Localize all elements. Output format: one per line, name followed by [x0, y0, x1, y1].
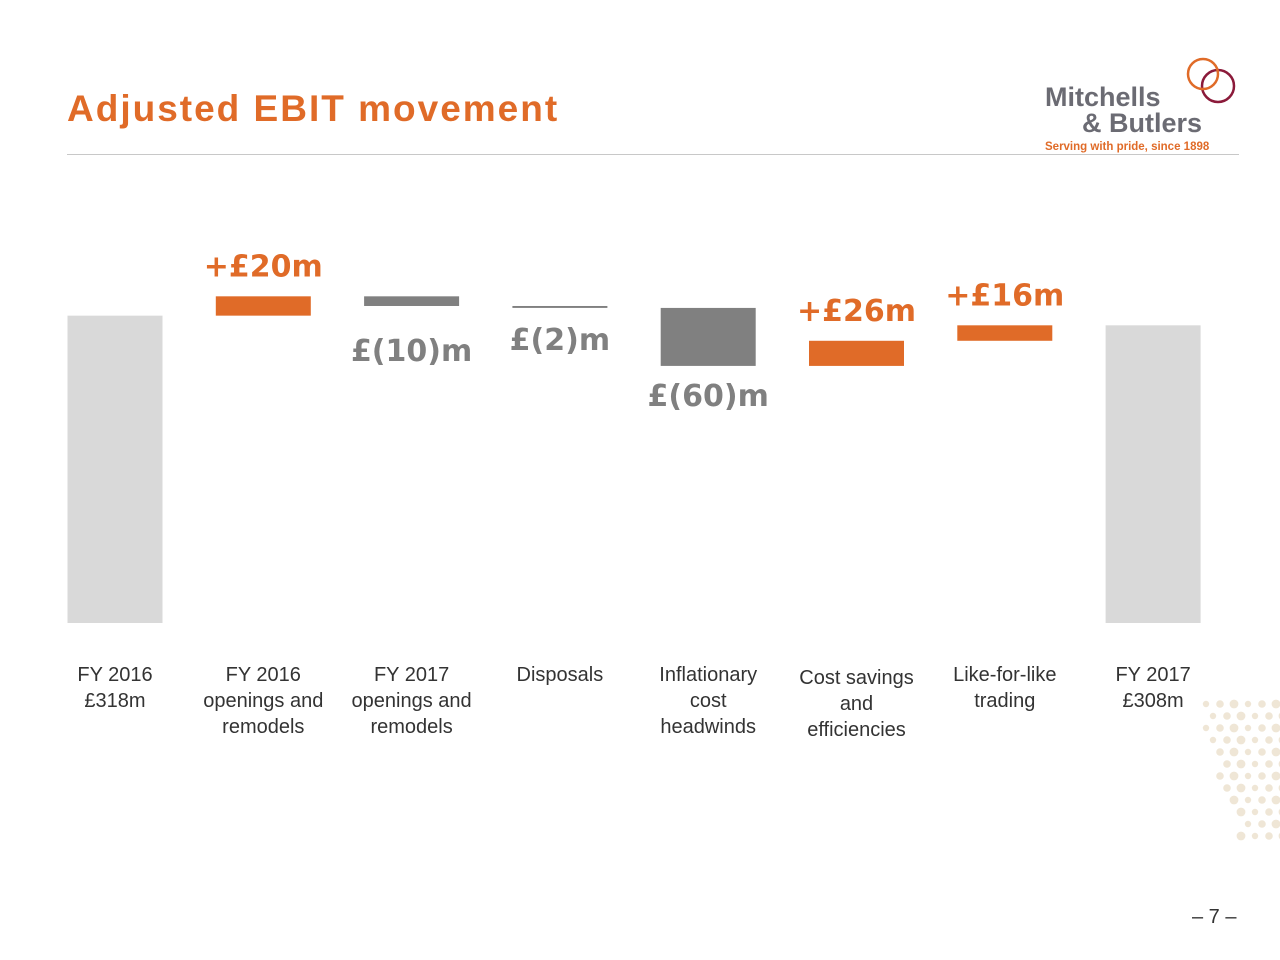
decorative-dot	[1251, 712, 1259, 720]
decorative-dot	[1251, 808, 1259, 816]
decorative-dot	[1258, 748, 1266, 756]
decorative-dot	[1229, 723, 1239, 733]
bar-8	[1105, 325, 1201, 623]
decorative-dot	[1202, 700, 1210, 708]
decorative-dot	[1236, 711, 1246, 721]
decorative-dot	[1236, 759, 1246, 769]
decorative-dot	[1244, 748, 1252, 756]
decorative-dot	[1258, 820, 1266, 828]
decorative-dot	[1265, 736, 1273, 744]
category-label-2: FY 2016 openings and remodels	[203, 664, 323, 738]
decorative-dot	[1258, 724, 1266, 732]
decorative-dot	[1216, 724, 1224, 732]
category-label-4: Disposals	[517, 664, 604, 686]
category-label-8: FY 2017 £308m	[1115, 664, 1190, 712]
category-label-6: Cost savings and efficiencies	[799, 667, 914, 741]
bar-3	[364, 296, 460, 306]
category-label-3: FY 2017 openings and remodels	[352, 664, 472, 738]
logo-line-2: & Butlers	[1082, 108, 1202, 138]
decorative-dot	[1236, 735, 1246, 745]
logo-rings-icon	[1186, 57, 1236, 104]
decorative-dot	[1251, 832, 1259, 840]
logo-tagline: Serving with pride, since 1898	[1045, 141, 1210, 153]
decorative-dot	[1244, 700, 1252, 708]
slide-title: Adjusted EBIT movement	[67, 88, 560, 129]
decorative-dot	[1209, 712, 1217, 720]
decorative-dot	[1223, 736, 1231, 744]
decorative-dot	[1258, 700, 1266, 708]
decorative-dot	[1258, 796, 1266, 804]
bar-5	[660, 307, 756, 366]
decorative-dot	[1216, 748, 1224, 756]
decorative-dot	[1229, 795, 1239, 805]
decorative-dot	[1223, 784, 1231, 792]
decorative-dot	[1265, 784, 1273, 792]
decorative-dot	[1236, 783, 1246, 793]
decorative-dot	[1229, 747, 1239, 757]
bar-value-label-3: £(10)m	[351, 334, 472, 369]
bar-1	[67, 315, 163, 623]
decorative-dot	[1271, 699, 1280, 709]
category-label-1: FY 2016 £318m	[77, 664, 152, 712]
bar-7	[957, 325, 1053, 341]
company-logo: Mitchells & Butlers Serving with pride, …	[1045, 57, 1236, 153]
decorative-dot-pattern	[1202, 699, 1280, 841]
title-divider	[67, 154, 1239, 155]
bar-value-label-5: £(60)m	[648, 379, 769, 414]
decorative-dot	[1258, 772, 1266, 780]
decorative-dot	[1271, 819, 1280, 829]
decorative-dot	[1209, 736, 1217, 744]
category-label-5: Inflationary cost headwinds	[659, 664, 757, 738]
decorative-dot	[1223, 712, 1231, 720]
category-label-7: Like-for-like trading	[953, 664, 1056, 712]
bar-6	[809, 340, 904, 366]
decorative-dot	[1216, 700, 1224, 708]
decorative-dot	[1236, 807, 1246, 817]
bar-4	[512, 305, 608, 308]
decorative-dot	[1265, 832, 1273, 840]
logo-line-1: Mitchells	[1045, 82, 1161, 112]
decorative-dot	[1244, 772, 1252, 780]
decorative-dot	[1271, 795, 1280, 805]
decorative-dot	[1265, 712, 1273, 720]
decorative-dot	[1251, 760, 1259, 768]
bar-value-label-6: +£26m	[797, 294, 916, 329]
decorative-dot	[1216, 772, 1224, 780]
decorative-dot	[1271, 747, 1280, 757]
page-number: – 7 –	[1192, 906, 1237, 928]
bar-value-label-7: +£16m	[945, 278, 1064, 313]
decorative-dot	[1229, 771, 1239, 781]
decorative-dot	[1271, 723, 1280, 733]
decorative-dot	[1202, 724, 1210, 732]
bar-value-label-2: +£20m	[204, 249, 323, 284]
decorative-dot	[1236, 831, 1246, 841]
decorative-dot	[1244, 820, 1252, 828]
decorative-dot	[1229, 699, 1239, 709]
decorative-dot	[1223, 760, 1231, 768]
decorative-dot	[1265, 760, 1273, 768]
bar-value-label-4: £(2)m	[510, 323, 610, 358]
decorative-dot	[1244, 796, 1252, 804]
decorative-dot	[1251, 736, 1259, 744]
bar-2	[215, 296, 311, 316]
decorative-dot	[1265, 808, 1273, 816]
decorative-dot	[1251, 784, 1259, 792]
decorative-dot	[1271, 771, 1280, 781]
decorative-dot	[1244, 724, 1252, 732]
